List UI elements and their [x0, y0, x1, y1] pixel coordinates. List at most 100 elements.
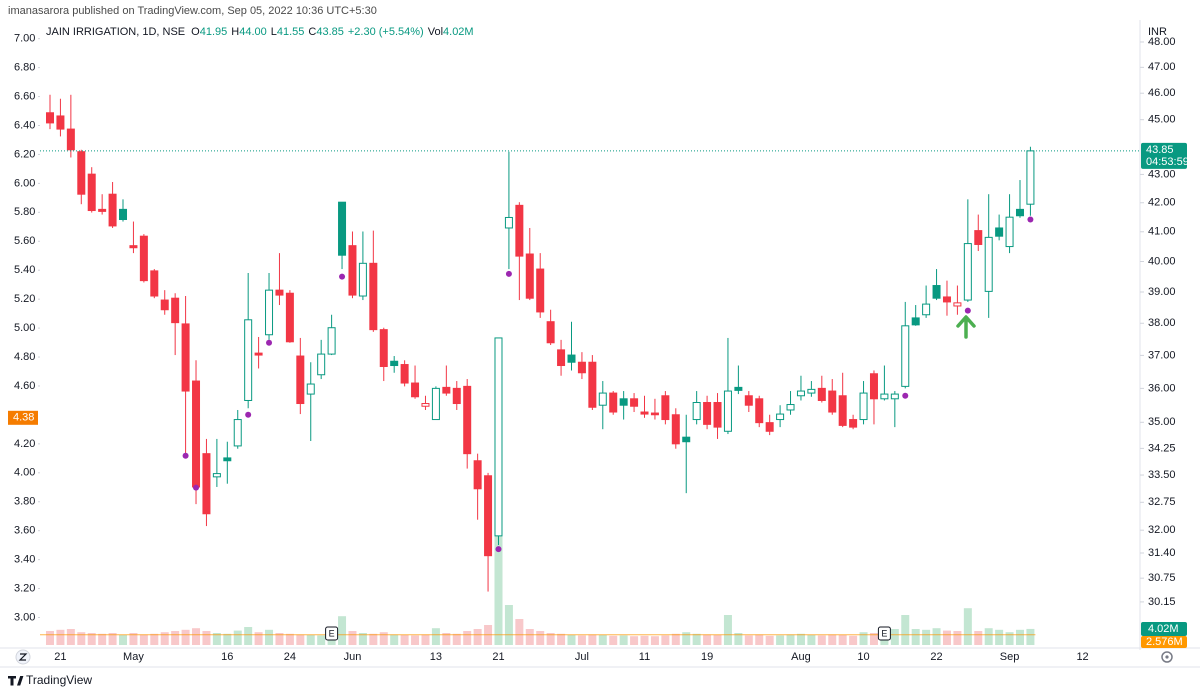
x-tick-label: 12: [1076, 651, 1088, 663]
y2-tick-label: 4.00: [14, 467, 35, 479]
y2-marker-box: [8, 410, 38, 425]
y-tick-label: 32.75: [1148, 496, 1176, 508]
volume-bar: [192, 628, 201, 645]
volume-bar: [66, 629, 75, 645]
candle-body: [400, 364, 409, 384]
candle-body: [598, 392, 607, 406]
volume-bar: [390, 634, 399, 645]
earnings-marker[interactable]: [877, 626, 891, 641]
legend-key: Vol: [428, 26, 443, 38]
zoom-icon: [18, 653, 28, 661]
x-tick-label: Sep: [1000, 651, 1020, 663]
footer-brand: TradingView: [26, 673, 92, 687]
candle-body: [129, 245, 138, 249]
candle-body: [765, 422, 774, 432]
volume-bar: [1026, 628, 1035, 645]
candle-body: [421, 403, 430, 407]
candle-body: [296, 355, 305, 405]
volume-bar: [56, 629, 65, 645]
candle-body: [953, 302, 962, 307]
volume-bar: [212, 633, 221, 645]
candle-body: [473, 460, 482, 490]
indicator-dot: [495, 546, 502, 553]
candle-body: [546, 321, 555, 344]
legend-value: 41.95: [200, 26, 228, 38]
y-tick-label: 34.25: [1148, 442, 1176, 454]
y-tick-label: 43.00: [1148, 168, 1176, 180]
volume-bar: [557, 633, 566, 645]
volume-label-box: [1141, 622, 1187, 636]
volume-bar: [807, 635, 816, 645]
volume-bar: [1015, 629, 1024, 645]
earnings-label: E: [881, 628, 887, 638]
earnings-marker[interactable]: [325, 626, 339, 641]
y-tick-label: 35.00: [1148, 416, 1176, 428]
volume-bar: [588, 634, 597, 645]
y2-tick-label: 3.20: [14, 582, 35, 594]
legend-value: 41.55: [277, 26, 305, 38]
volume-bar: [431, 628, 440, 645]
volume-bar: [776, 635, 785, 645]
y2-marker-label: 4.38: [13, 412, 34, 424]
volume-bar: [922, 629, 931, 645]
volume-bar: [849, 635, 858, 645]
candle-body: [223, 457, 232, 462]
legend-change: +2.30 (+5.54%): [348, 26, 424, 38]
y2-tick-label: 6.20: [14, 148, 35, 160]
candle-body: [630, 398, 639, 407]
volume-bar: [400, 635, 409, 645]
volume-bar: [671, 633, 680, 645]
candle-body: [942, 296, 951, 303]
candle-body: [776, 413, 785, 421]
footer-logo: [8, 676, 24, 686]
author-line: imanasarora published on TradingView.com…: [8, 5, 377, 17]
right-axis-area: [1140, 20, 1200, 650]
candle-body: [233, 419, 242, 447]
volume-bar: [713, 635, 722, 645]
volume-bar: [338, 616, 347, 645]
candle-body: [338, 201, 347, 256]
volume-bar: [765, 635, 774, 645]
volume-bar: [275, 633, 284, 645]
candle-body: [577, 361, 586, 374]
x-tick-label: 22: [930, 651, 942, 663]
indicator-dot: [193, 484, 200, 491]
candle-body: [160, 299, 169, 311]
candle-body: [859, 392, 868, 421]
volume-bar: [181, 629, 190, 645]
volume-bar: [223, 633, 232, 645]
y-tick-label: 36.00: [1148, 382, 1176, 394]
volume-bar: [129, 633, 138, 645]
candle-body: [244, 319, 253, 401]
y-tick-label: 31.40: [1148, 547, 1176, 559]
volume-bar: [661, 635, 670, 645]
candle-body: [536, 268, 545, 313]
candle-body: [212, 473, 221, 478]
volume-bar: [640, 635, 649, 645]
candle-body: [922, 303, 931, 316]
volume-bar: [817, 635, 826, 645]
settings-button[interactable]: [1161, 651, 1173, 663]
x-tick-label: Jul: [575, 651, 589, 663]
candle-body: [786, 404, 795, 411]
indicator-dot: [964, 307, 971, 314]
candle-body: [682, 436, 691, 443]
candle-body: [588, 361, 597, 408]
volume-bar: [411, 635, 420, 645]
candle-body: [911, 317, 920, 326]
volume-bar: [932, 628, 941, 645]
settings-icon: [1165, 655, 1169, 659]
candle-body: [306, 383, 315, 395]
volume-bar: [536, 631, 545, 645]
y2-tick-label: 6.60: [14, 90, 35, 102]
candle-body: [254, 352, 263, 356]
y2-tick-label: 6.00: [14, 177, 35, 189]
volume-bar: [463, 631, 472, 645]
candle-body: [192, 380, 201, 488]
candle-body: [671, 414, 680, 445]
candle-body: [890, 393, 899, 400]
volume-bar: [452, 633, 461, 645]
candle-body: [734, 386, 743, 391]
candle-body: [463, 385, 472, 455]
legend-value: 44.00: [239, 26, 267, 38]
